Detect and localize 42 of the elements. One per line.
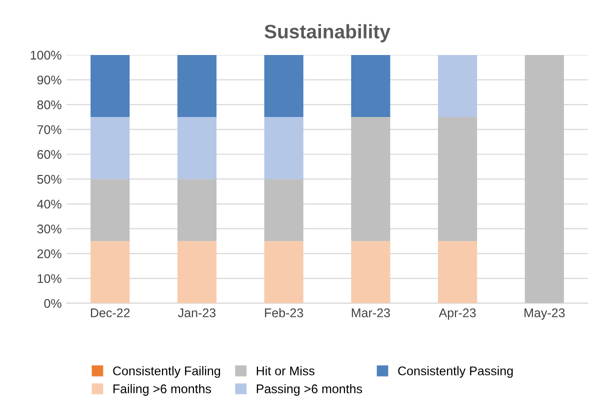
x-tick-label: Apr-23 [438,308,476,320]
bar [177,54,216,118]
y-tick-label: 20% [37,249,62,258]
y-tick-label: 10% [38,274,62,284]
y-tick-label: 100% [30,50,62,60]
x-tick-label: May-23 [524,308,565,320]
y-tick-label: 90% [37,76,62,84]
legend-label: Failing >6 months [114,384,212,396]
bar [524,54,564,304]
legend-label: Consistently Passing [398,366,513,378]
bar [351,54,390,118]
x-tick-label: Dec-22 [90,308,130,318]
bar [351,117,390,242]
legend-label: Passing >6 months [256,384,362,396]
bar [90,241,130,304]
bar [90,54,130,118]
y-tick-label: 60% [37,150,62,159]
bar [264,179,304,242]
y-tick-label: 30% [37,224,62,234]
bar [438,241,478,304]
y-tick-label: 40% [37,200,62,209]
y-tick-label: 80% [37,100,62,110]
bar [177,117,216,180]
bar [264,241,304,304]
bar [177,241,216,304]
bar [351,241,390,304]
y-tick-label: 70% [37,125,62,134]
y-tick-label: 0% [44,299,62,308]
bar [90,117,130,180]
x-tick-label: Mar-23 [352,308,390,318]
y-tick-label: 50% [37,174,62,184]
bar [264,117,304,180]
bar [264,54,304,118]
bar [90,179,130,242]
bar [438,54,478,118]
chart-title: Sustainability [264,24,390,42]
bar [438,117,478,242]
x-tick-label: Feb-23 [265,308,304,318]
x-tick-label: Jan-23 [178,308,216,318]
bar [177,179,216,242]
legend-label: Consistently Failing [113,366,220,378]
legend-label: Hit or Miss [256,366,314,376]
